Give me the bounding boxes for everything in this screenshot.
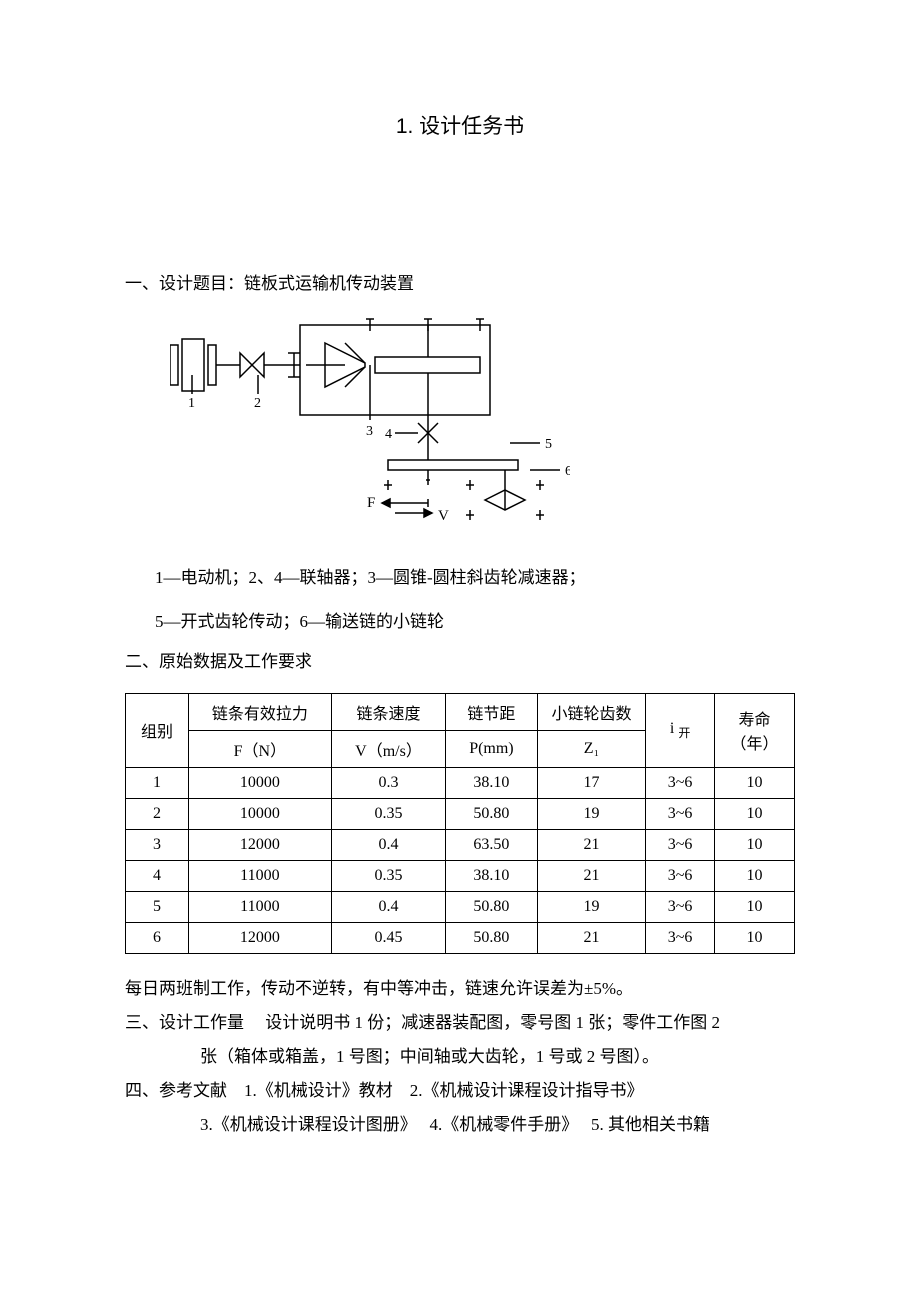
data-table: 组别 链条有效拉力 链条速度 链节距 小链轮齿数 i 开 寿命（年） F（N） …	[125, 693, 795, 954]
th-group: 组别	[126, 693, 189, 767]
diagram-label-V: V	[438, 508, 449, 524]
table-row: 4 11000 0.35 38.10 21 3~6 10	[126, 860, 795, 891]
mechanical-diagram: 1 2 3	[170, 315, 795, 530]
section4-line2: 3.《机械设计课程设计图册》 4.《机械零件手册》 5. 其他相关书籍	[200, 1108, 795, 1142]
section2-note: 每日两班制工作，传动不逆转，有中等冲击，链速允许误差为±5%。	[125, 972, 795, 1006]
th-force-unit: F（N）	[188, 730, 331, 767]
section3-line1: 三、设计工作量 设计说明书 1 份；减速器装配图，零号图 1 张；零件工作图 2	[125, 1006, 795, 1040]
section3-line2: 张（箱体或箱盖，1 号图；中间轴或大齿轮，1 号或 2 号图）。	[200, 1040, 795, 1074]
th-pitch: 链节距	[446, 693, 537, 730]
diagram-label-5: 5	[545, 437, 552, 452]
th-ratio: i 开	[646, 693, 715, 767]
diagram-legend-1: 1—电动机；2、4—联轴器；3—圆锥-圆柱斜齿轮减速器；	[155, 560, 795, 596]
th-speed: 链条速度	[331, 693, 445, 730]
diagram-label-1: 1	[188, 396, 195, 411]
table-row: 5 11000 0.4 50.80 19 3~6 10	[126, 891, 795, 922]
table-row: 3 12000 0.4 63.50 21 3~6 10	[126, 829, 795, 860]
diagram-label-3: 3	[366, 424, 373, 439]
diagram-legend-2: 5—开式齿轮传动；6—输送链的小链轮	[155, 604, 795, 640]
table-row: 1 10000 0.3 38.10 17 3~6 10	[126, 767, 795, 798]
diagram-label-4: 4	[385, 427, 392, 442]
th-pitch-unit: P(mm)	[446, 730, 537, 767]
th-teeth-unit: Z₁	[537, 730, 646, 767]
th-life: 寿命（年）	[714, 693, 794, 767]
table-row: 6 12000 0.45 50.80 21 3~6 10	[126, 922, 795, 953]
page-title: 1. 设计任务书	[125, 110, 795, 140]
section4-line1: 四、参考文献 1.《机械设计》教材 2.《机械设计课程设计指导书》	[125, 1074, 795, 1108]
diagram-label-6: 6	[565, 464, 570, 479]
diagram-label-2: 2	[254, 396, 261, 411]
diagram-label-F: F	[367, 495, 375, 511]
th-speed-unit: V（m/s）	[331, 730, 445, 767]
table-row: 2 10000 0.35 50.80 19 3~6 10	[126, 798, 795, 829]
th-force: 链条有效拉力	[188, 693, 331, 730]
th-teeth: 小链轮齿数	[537, 693, 646, 730]
section2-heading: 二、原始数据及工作要求	[125, 648, 795, 675]
section1-heading: 一、设计题目：链板式运输机传动装置	[125, 270, 795, 297]
